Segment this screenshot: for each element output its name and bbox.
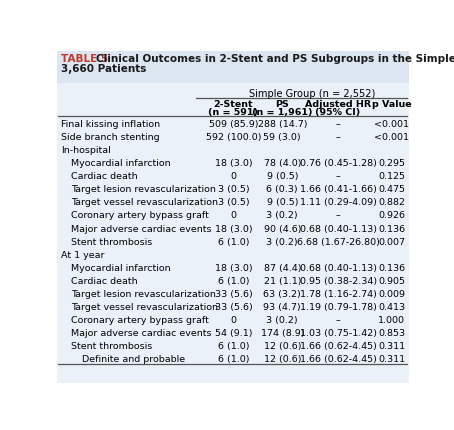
Text: Adjusted HR: Adjusted HR — [305, 100, 371, 109]
Text: 9 (0.5): 9 (0.5) — [266, 172, 298, 181]
Text: 0: 0 — [231, 211, 237, 220]
Text: Side branch stenting: Side branch stenting — [61, 132, 159, 141]
Text: 93 (4.7): 93 (4.7) — [263, 302, 301, 311]
Text: Coronary artery bypass graft: Coronary artery bypass graft — [71, 316, 209, 325]
Bar — [57, 52, 409, 84]
Text: 0.413: 0.413 — [378, 302, 405, 311]
Text: 33 (5.6): 33 (5.6) — [215, 302, 252, 311]
Text: 6 (1.0): 6 (1.0) — [218, 237, 249, 246]
Text: 3 (0.2): 3 (0.2) — [266, 211, 298, 220]
Text: 288 (14.7): 288 (14.7) — [257, 120, 307, 129]
Text: 1.03 (0.75-1.42): 1.03 (0.75-1.42) — [300, 329, 376, 338]
Text: 3 (0.2): 3 (0.2) — [266, 237, 298, 246]
Text: 0.007: 0.007 — [378, 237, 405, 246]
Text: 0.295: 0.295 — [378, 159, 405, 168]
Text: Cardiac death: Cardiac death — [71, 172, 138, 181]
Text: 0.926: 0.926 — [378, 211, 405, 220]
Text: 0: 0 — [231, 316, 237, 325]
Text: 63 (3.2): 63 (3.2) — [263, 289, 301, 298]
Text: 0.311: 0.311 — [378, 341, 405, 350]
Text: Simple Group (n = 2,552): Simple Group (n = 2,552) — [249, 89, 376, 98]
Text: 18 (3.0): 18 (3.0) — [215, 263, 252, 272]
Text: 0.311: 0.311 — [378, 355, 405, 364]
Text: 12 (0.6): 12 (0.6) — [263, 341, 301, 350]
Text: Stent thrombosis: Stent thrombosis — [71, 237, 153, 246]
Text: 1.11 (0.29-4.09): 1.11 (0.29-4.09) — [300, 198, 376, 207]
Text: 509 (85.9): 509 (85.9) — [209, 120, 258, 129]
Text: –: – — [336, 132, 340, 141]
Text: 0.136: 0.136 — [378, 224, 405, 233]
Text: 6.68 (1.67-26.80): 6.68 (1.67-26.80) — [296, 237, 380, 246]
Text: Coronary artery bypass graft: Coronary artery bypass graft — [71, 211, 209, 220]
Text: 1.66 (0.62-4.45): 1.66 (0.62-4.45) — [300, 341, 376, 350]
Text: <0.001: <0.001 — [374, 120, 409, 129]
Text: 12 (0.6): 12 (0.6) — [263, 355, 301, 364]
Text: 1.66 (0.62-4.45): 1.66 (0.62-4.45) — [300, 355, 376, 364]
Text: (n = 591): (n = 591) — [208, 108, 258, 117]
Text: 2-Stent: 2-Stent — [214, 100, 253, 109]
Text: TABLE 5: TABLE 5 — [61, 54, 108, 64]
Text: (n = 1,961): (n = 1,961) — [252, 108, 312, 117]
Text: PS: PS — [276, 100, 289, 109]
Text: 0.125: 0.125 — [378, 172, 405, 181]
Text: 1.78 (1.16-2.74): 1.78 (1.16-2.74) — [300, 289, 376, 298]
Text: 0.68 (0.40-1.13): 0.68 (0.40-1.13) — [300, 224, 376, 233]
Text: 3 (0.5): 3 (0.5) — [217, 185, 249, 194]
Text: 54 (9.1): 54 (9.1) — [215, 329, 252, 338]
Text: 3 (0.2): 3 (0.2) — [266, 316, 298, 325]
Text: 3 (0.5): 3 (0.5) — [217, 198, 249, 207]
Text: Clinical Outcomes in 2-Stent and PS Subgroups in the Simple Group of: Clinical Outcomes in 2-Stent and PS Subg… — [96, 54, 454, 64]
Text: 18 (3.0): 18 (3.0) — [215, 159, 252, 168]
Text: –: – — [336, 316, 340, 325]
Text: 0.76 (0.45-1.28): 0.76 (0.45-1.28) — [300, 159, 376, 168]
Text: 0.853: 0.853 — [378, 329, 405, 338]
Text: 78 (4.0): 78 (4.0) — [263, 159, 301, 168]
Text: (95% CI): (95% CI) — [316, 108, 360, 117]
Text: 0.882: 0.882 — [378, 198, 405, 207]
Text: Stent thrombosis: Stent thrombosis — [71, 341, 153, 350]
Text: Myocardial infarction: Myocardial infarction — [71, 263, 171, 272]
Text: –: – — [336, 120, 340, 129]
Text: 6 (1.0): 6 (1.0) — [218, 341, 249, 350]
Text: 90 (4.6): 90 (4.6) — [263, 224, 301, 233]
Text: 592 (100.0): 592 (100.0) — [206, 132, 261, 141]
Text: Major adverse cardiac events: Major adverse cardiac events — [71, 329, 212, 338]
Text: 0.95 (0.38-2.34): 0.95 (0.38-2.34) — [300, 276, 377, 285]
Text: –: – — [336, 211, 340, 220]
Text: 1.19 (0.79-1.78): 1.19 (0.79-1.78) — [300, 302, 376, 311]
Text: Target lesion revascularization: Target lesion revascularization — [71, 185, 217, 194]
Text: Definite and probable: Definite and probable — [82, 355, 185, 364]
Text: Myocardial infarction: Myocardial infarction — [71, 159, 171, 168]
Text: Final kissing inflation: Final kissing inflation — [61, 120, 160, 129]
Text: 87 (4.4): 87 (4.4) — [263, 263, 301, 272]
Text: At 1 year: At 1 year — [61, 250, 104, 259]
Text: Major adverse cardiac events: Major adverse cardiac events — [71, 224, 212, 233]
Text: <0.001: <0.001 — [374, 132, 409, 141]
Text: 0.905: 0.905 — [378, 276, 405, 285]
Text: –: – — [336, 172, 340, 181]
Text: 33 (5.6): 33 (5.6) — [215, 289, 252, 298]
Text: 6 (1.0): 6 (1.0) — [218, 276, 249, 285]
Text: 9 (0.5): 9 (0.5) — [266, 198, 298, 207]
Text: 59 (3.0): 59 (3.0) — [263, 132, 301, 141]
Text: Target vessel revascularization: Target vessel revascularization — [71, 198, 218, 207]
Text: In-hospital: In-hospital — [61, 146, 110, 155]
Text: 18 (3.0): 18 (3.0) — [215, 224, 252, 233]
Text: 21 (1.1): 21 (1.1) — [263, 276, 301, 285]
Text: 0: 0 — [231, 172, 237, 181]
Text: p Value: p Value — [372, 100, 411, 109]
Text: 6 (0.3): 6 (0.3) — [266, 185, 298, 194]
Text: Target vessel revascularization: Target vessel revascularization — [71, 302, 218, 311]
Text: 1.66 (0.41-1.66): 1.66 (0.41-1.66) — [300, 185, 376, 194]
Text: 0.009: 0.009 — [378, 289, 405, 298]
Text: 1.000: 1.000 — [378, 316, 405, 325]
Text: 0.475: 0.475 — [378, 185, 405, 194]
Text: 6 (1.0): 6 (1.0) — [218, 355, 249, 364]
Text: Cardiac death: Cardiac death — [71, 276, 138, 285]
Text: 174 (8.9): 174 (8.9) — [261, 329, 304, 338]
Text: 0.136: 0.136 — [378, 263, 405, 272]
Text: 0.68 (0.40-1.13): 0.68 (0.40-1.13) — [300, 263, 376, 272]
Text: Target lesion revascularization: Target lesion revascularization — [71, 289, 217, 298]
Text: 3,660 Patients: 3,660 Patients — [61, 64, 146, 74]
